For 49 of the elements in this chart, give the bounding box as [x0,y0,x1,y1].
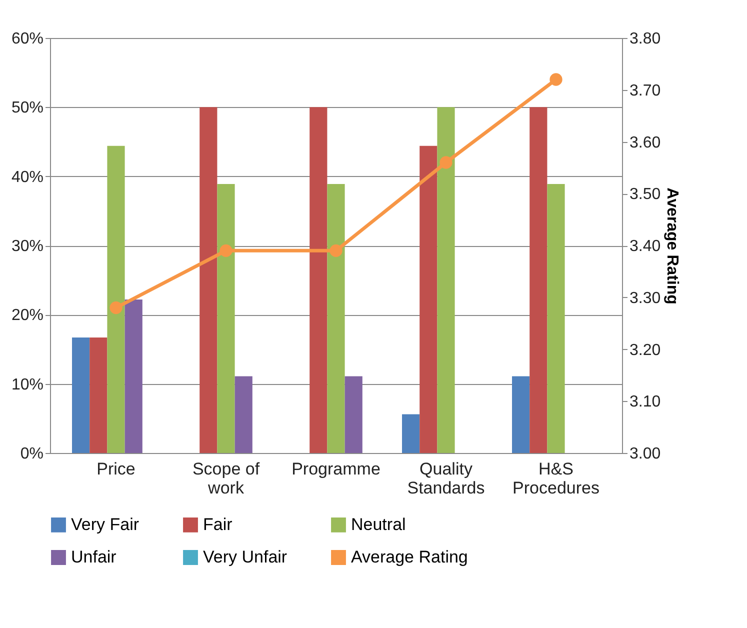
y2-tick-label: 3.40 [630,238,661,255]
y-tick-label: 30% [11,238,44,255]
bar [90,337,108,453]
y2-tick-label: 3.10 [630,394,661,411]
x-tick-label: Price [96,460,136,478]
bar [124,299,142,453]
y2-tick-label: 3.20 [630,342,661,359]
bar [107,146,125,453]
y2-axis-title: Average Rating [664,188,681,304]
legend-label: Neutral [351,514,406,534]
legend-label: Fair [203,514,233,534]
legend-label: Very Fair [71,514,140,534]
bar [420,146,438,453]
point [330,244,342,257]
point [440,156,452,169]
x-tick-label: H&S Procedures [512,460,600,498]
bar [310,107,328,453]
y2-tick-label: 3.70 [630,82,661,100]
bar [547,184,565,453]
bar [512,376,530,453]
bar [327,184,345,453]
point [220,244,232,257]
y2-tick-label: 3.50 [630,186,661,204]
bar [530,107,548,453]
legend-label: Average Rating [351,548,468,566]
bar [72,337,90,453]
y-tick-label: 50% [11,100,44,117]
bar [437,107,455,453]
y-tick-label: 40% [11,168,44,186]
legend-label: Unfair [71,548,117,566]
y-tick-label: 0% [20,446,44,462]
point [550,73,562,86]
x-tick-label: Scope of work [192,460,260,498]
point [110,301,122,314]
bar [234,376,252,453]
y2-tick-label: 3.80 [630,30,661,48]
x-tick-label: Programme [292,460,380,478]
y-tick-label: 10% [11,376,44,394]
bar [217,184,235,453]
bar [344,376,362,453]
bar [200,107,218,453]
y2-tick-label: 3.00 [630,446,661,462]
legend-label: Very Unfair [203,548,288,566]
y2-tick-label: 3.60 [630,134,661,152]
y2-tick-label: 3.30 [630,290,661,307]
x-tick-label: Quality Standards [407,460,485,498]
y-tick-label: 20% [11,307,44,324]
y-tick-label: 60% [11,30,44,48]
bar [402,414,420,453]
